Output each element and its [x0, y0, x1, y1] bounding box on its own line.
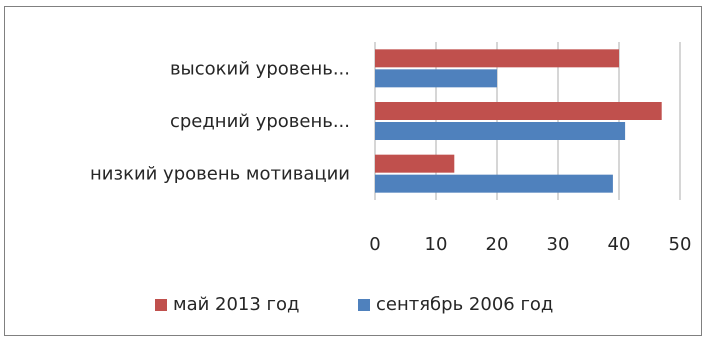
category-label: высокий уровень... [170, 58, 350, 79]
bar-may-2013-2 [375, 49, 619, 68]
legend-september-2006-label: сентябрь 2006 год [376, 294, 553, 315]
bar-september-2006-0 [375, 174, 613, 193]
bar-september-2006-1 [375, 122, 626, 140]
bar-may-2013-1 [375, 102, 662, 120]
legend-september-2006-swatch [358, 299, 370, 311]
legend-may-2013-swatch [155, 299, 167, 311]
x-tick-label: 50 [669, 234, 692, 255]
x-tick-label: 40 [608, 234, 631, 255]
bar-may-2013-0 [375, 154, 455, 173]
bar-september-2006-2 [375, 69, 497, 88]
category-label: средний уровень... [170, 111, 350, 132]
x-tick-label: 30 [547, 234, 570, 255]
x-tick-label: 0 [369, 234, 380, 255]
x-tick-label: 20 [486, 234, 509, 255]
x-tick-label: 10 [425, 234, 448, 255]
category-label: низкий уровень мотивации [90, 164, 350, 185]
legend-may-2013-label: май 2013 год [173, 294, 299, 315]
